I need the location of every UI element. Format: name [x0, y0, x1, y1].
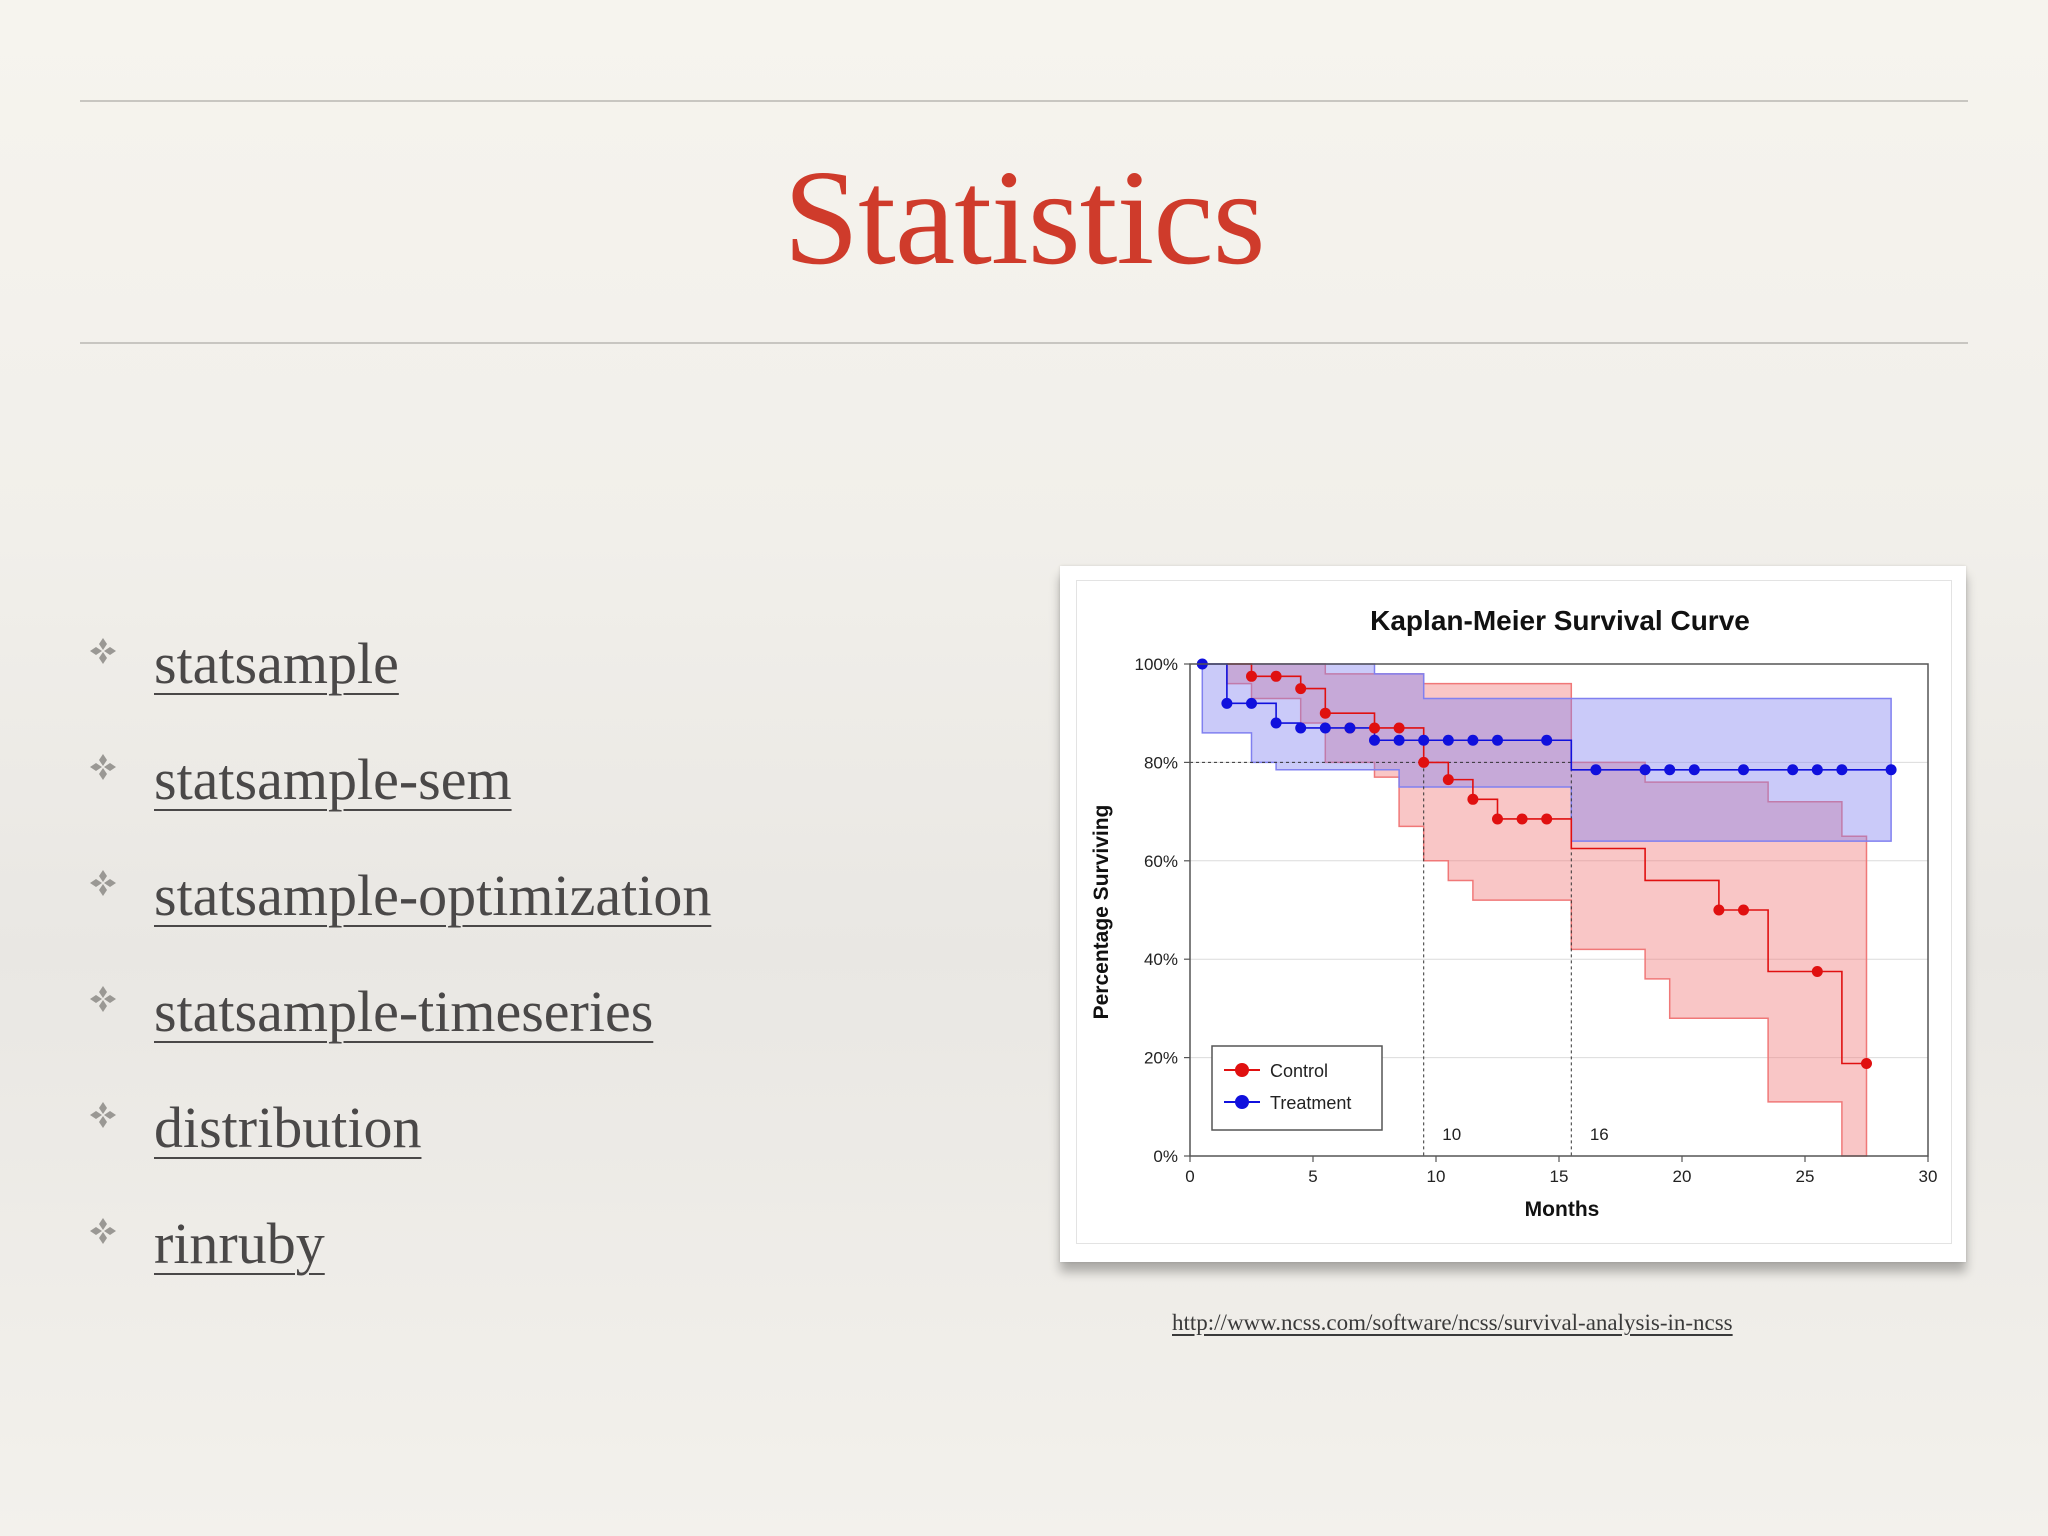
data-point-control	[1492, 813, 1503, 825]
link-statsample[interactable]: statsample	[154, 630, 399, 696]
data-point-treatment	[1246, 697, 1257, 709]
data-point-treatment	[1393, 734, 1405, 746]
chart-frame	[1076, 580, 1952, 1244]
list-item: rinruby	[88, 1185, 711, 1301]
data-point-treatment	[1836, 764, 1848, 776]
source-link[interactable]: http://www.ncss.com/software/ncss/surviv…	[1172, 1310, 1733, 1335]
chart-legend: Control Treatment	[1211, 1045, 1383, 1131]
x-tick-label: 15	[1550, 1167, 1569, 1186]
y-tick-label: 100%	[1135, 655, 1178, 674]
data-point-treatment	[1270, 717, 1282, 729]
chart-ylabel: Percentage Surviving	[1090, 805, 1113, 1020]
diamond-bullet-icon	[90, 1102, 116, 1128]
data-point-control	[1369, 722, 1380, 734]
data-point-control	[1713, 904, 1725, 916]
data-point-treatment	[1590, 764, 1602, 776]
data-point-control	[1418, 756, 1430, 768]
diamond-bullet-icon	[90, 638, 116, 664]
data-point-control	[1393, 722, 1405, 734]
data-point-control	[1295, 683, 1307, 695]
median-marker-label: 16	[1590, 1125, 1609, 1144]
data-point-control	[1541, 813, 1553, 825]
link-distribution[interactable]: distribution	[154, 1094, 422, 1160]
data-point-control	[1270, 670, 1282, 682]
diamond-bullet-icon	[90, 986, 116, 1012]
data-point-treatment	[1467, 734, 1479, 746]
legend-treatment-label: Treatment	[1270, 1093, 1351, 1113]
x-tick-label: 0	[1185, 1167, 1194, 1186]
list-item: distribution	[88, 1069, 711, 1185]
data-point-treatment	[1639, 764, 1651, 776]
link-statsample-sem[interactable]: statsample-sem	[154, 746, 512, 812]
chart-title: Kaplan-Meier Survival Curve	[1370, 605, 1750, 636]
x-tick-label: 5	[1308, 1167, 1317, 1186]
data-point-treatment	[1295, 722, 1307, 734]
data-point-treatment	[1811, 764, 1823, 776]
list-item: statsample	[88, 605, 711, 721]
median-marker-label: 10	[1442, 1125, 1461, 1144]
data-point-control	[1467, 793, 1479, 805]
y-tick-label: 20%	[1144, 1049, 1178, 1068]
data-point-treatment	[1221, 697, 1233, 709]
slide-title: Statistics	[783, 143, 1265, 293]
bullet-list: statsample statsample-sem statsample-opt…	[88, 605, 711, 1301]
data-point-treatment	[1492, 734, 1503, 746]
link-statsample-optimization[interactable]: statsample-optimization	[154, 862, 712, 928]
x-tick-label: 30	[1919, 1167, 1938, 1186]
data-point-control	[1738, 904, 1749, 916]
data-point-treatment	[1664, 764, 1676, 776]
data-point-treatment	[1787, 764, 1799, 776]
link-rinruby[interactable]: rinruby	[154, 1210, 325, 1276]
x-tick-label: 20	[1673, 1167, 1692, 1186]
data-point-control	[1246, 670, 1257, 682]
y-tick-label: 40%	[1144, 950, 1178, 969]
data-point-treatment	[1369, 734, 1380, 746]
y-tick-label: 60%	[1144, 852, 1178, 871]
y-tick-label: 0%	[1153, 1147, 1178, 1166]
list-item: statsample-sem	[88, 721, 711, 837]
top-divider	[80, 100, 1968, 102]
data-point-control	[1516, 813, 1528, 825]
link-statsample-timeseries[interactable]: statsample-timeseries	[154, 978, 654, 1044]
kaplan-meier-chart: Kaplan-Meier Survival Curve Percentage S…	[1090, 605, 1938, 1221]
data-point-control	[1811, 966, 1823, 977]
data-point-treatment	[1541, 734, 1553, 746]
data-point-treatment	[1319, 722, 1331, 734]
data-point-treatment	[1738, 764, 1749, 776]
data-point-treatment	[1418, 734, 1430, 746]
list-item: statsample-optimization	[88, 837, 711, 953]
data-point-control	[1442, 774, 1454, 786]
legend-control-marker	[1235, 1063, 1249, 1077]
chart-xlabel: Months	[1525, 1198, 1600, 1221]
data-point-treatment	[1344, 722, 1356, 734]
legend-control-label: Control	[1270, 1061, 1328, 1081]
data-point-treatment	[1885, 764, 1897, 776]
data-point-control	[1319, 707, 1331, 719]
bottom-divider	[80, 342, 1968, 344]
data-point-treatment	[1688, 764, 1700, 776]
diamond-bullet-icon	[90, 1218, 116, 1244]
chart-image: Kaplan-Meier Survival Curve Percentage S…	[1060, 566, 1966, 1262]
data-point-treatment	[1442, 734, 1454, 746]
data-point-control	[1861, 1058, 1872, 1070]
legend-treatment-marker	[1235, 1095, 1249, 1109]
diamond-bullet-icon	[90, 754, 116, 780]
y-tick-label: 80%	[1144, 753, 1178, 772]
x-tick-label: 25	[1796, 1167, 1815, 1186]
list-item: statsample-timeseries	[88, 953, 711, 1069]
x-tick-label: 10	[1427, 1167, 1446, 1186]
diamond-bullet-icon	[90, 870, 116, 896]
